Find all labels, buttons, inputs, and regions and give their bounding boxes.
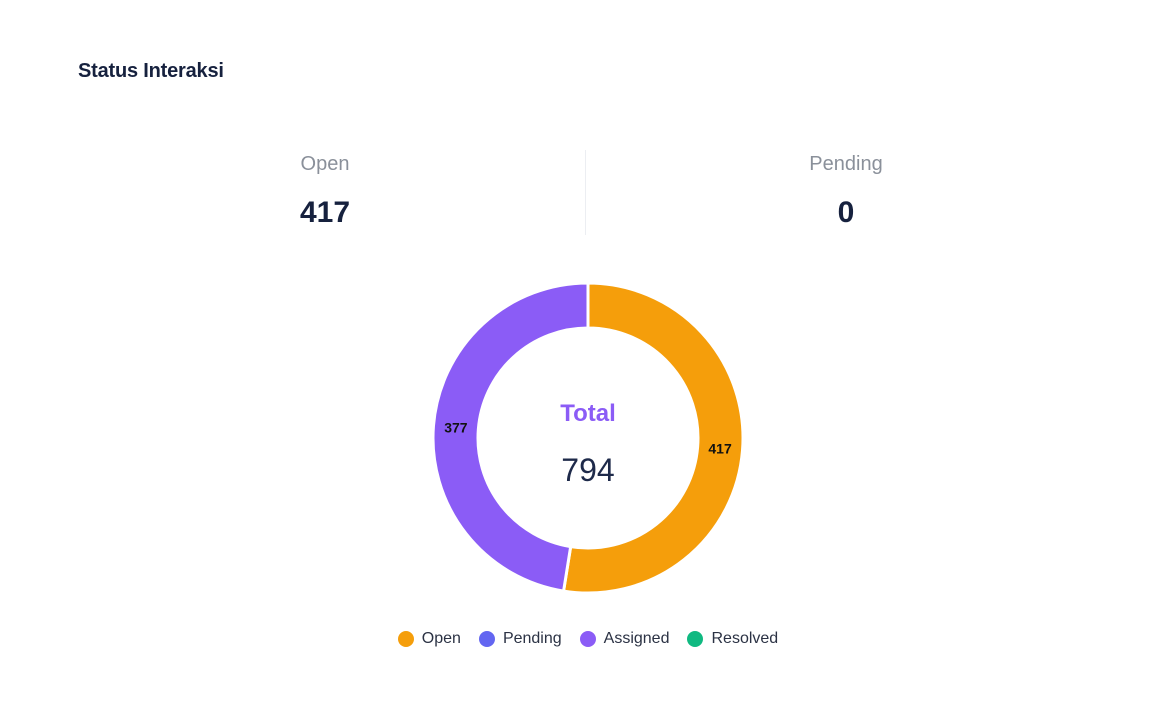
donut-label-assigned: 377 bbox=[444, 420, 468, 436]
legend-marker bbox=[397, 631, 414, 647]
stat-pending-value: 0 bbox=[837, 196, 855, 229]
stat-divider bbox=[585, 150, 586, 235]
donut-center-value: 794 bbox=[561, 452, 615, 488]
stat-pending: Pending 0 bbox=[746, 150, 946, 230]
legend-label: Assigned bbox=[603, 630, 670, 647]
stat-open-value: 417 bbox=[299, 196, 351, 229]
stat-open-label: Open bbox=[300, 153, 350, 175]
legend-label: Pending bbox=[502, 630, 562, 647]
donut-slice-open[interactable] bbox=[561, 281, 745, 595]
legend-item-open[interactable]: Open bbox=[397, 630, 461, 648]
donut-center-title: Total bbox=[560, 400, 616, 427]
legend-item-resolved[interactable]: Resolved bbox=[687, 630, 778, 648]
chart-legend: Open Pending Assigned Resolved bbox=[0, 630, 1176, 648]
legend-marker bbox=[687, 631, 704, 647]
legend-item-assigned[interactable]: Assigned bbox=[579, 630, 670, 648]
legend-item-pending[interactable]: Pending bbox=[478, 630, 562, 648]
card-title: Status Interaksi bbox=[78, 60, 224, 82]
donut-label-open: 417 bbox=[708, 440, 732, 456]
legend-label: Open bbox=[421, 630, 461, 647]
legend-marker bbox=[579, 631, 596, 647]
stat-open: Open 417 bbox=[225, 150, 425, 230]
stat-pending-label: Pending bbox=[809, 153, 883, 175]
legend-label: Resolved bbox=[711, 630, 779, 647]
legend-marker bbox=[478, 631, 495, 647]
donut-slice-assigned[interactable] bbox=[431, 281, 590, 593]
